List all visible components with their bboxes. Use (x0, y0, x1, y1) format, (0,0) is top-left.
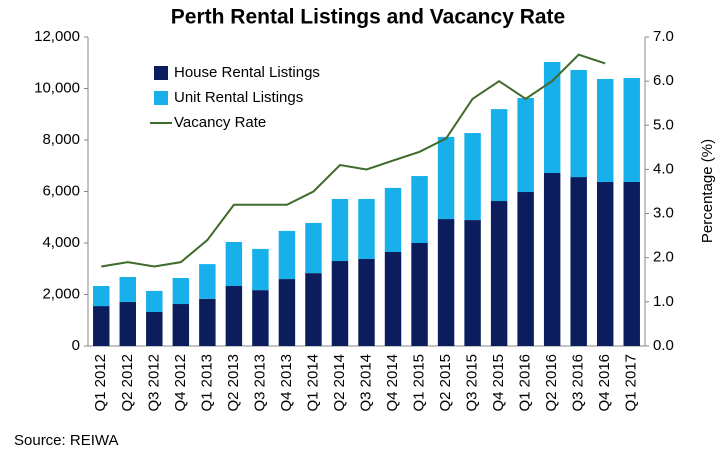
x-tick-label: Q2 2012 (119, 354, 136, 412)
bar (225, 241, 243, 287)
x-tick-label: Q1 2015 (411, 354, 428, 412)
bar (146, 312, 163, 346)
bar (331, 261, 349, 346)
bar (490, 109, 508, 202)
bar (437, 219, 455, 346)
bar (490, 201, 508, 346)
bar (384, 187, 402, 253)
bar (570, 69, 587, 178)
x-tick-label: Q2 2013 (225, 354, 242, 412)
y-tick-label: 8,000 (42, 131, 80, 148)
x-tick-label: Q3 2013 (251, 354, 268, 412)
bar (411, 176, 428, 243)
y-tick-label: 6,000 (42, 182, 80, 199)
bar (331, 198, 349, 262)
x-tick-label: Q2 2016 (543, 354, 560, 412)
chart-title: Perth Rental Listings and Vacancy Rate (171, 6, 565, 29)
bar (199, 264, 216, 299)
line (101, 53, 606, 268)
bar (93, 286, 110, 307)
bar (623, 77, 640, 182)
bar (384, 252, 402, 346)
y-tick-label: 0 (72, 337, 80, 354)
legend-label: House Rental Listings (174, 64, 320, 81)
bar (172, 278, 190, 305)
bar (517, 192, 534, 346)
x-tick-label: Q1 2017 (623, 354, 640, 412)
y2-axis-label: Percentage (%) (699, 139, 716, 243)
bar (252, 248, 269, 291)
bar (305, 273, 322, 346)
x-tick-label: Q3 2014 (357, 354, 374, 412)
x-tick-label: Q1 2012 (92, 354, 109, 412)
legend-swatch (154, 91, 168, 105)
y-tick-label: 4,000 (42, 234, 80, 251)
bar (570, 177, 587, 346)
bar (623, 181, 640, 346)
bar (278, 230, 296, 280)
bar (225, 286, 243, 346)
x-tick-label: Q2 2015 (437, 354, 454, 412)
bar (119, 276, 137, 302)
legend-swatch (154, 66, 168, 80)
bar (358, 198, 375, 259)
y2-tick-label: 4.0 (653, 160, 674, 177)
bar (93, 306, 110, 346)
bar (172, 304, 190, 346)
source: Source: REIWA (14, 432, 118, 449)
x-tick-label: Q1 2016 (517, 354, 534, 412)
x-tick-label: Q2 2014 (331, 354, 348, 412)
bar (464, 220, 481, 346)
bar (517, 98, 534, 193)
bar (252, 290, 269, 346)
y-tick-label: 10,000 (34, 79, 80, 96)
bar (543, 61, 561, 173)
y2-tick-label: 7.0 (653, 28, 674, 45)
y2-tick-label: 5.0 (653, 116, 674, 133)
bar (146, 290, 163, 313)
bar (464, 133, 481, 221)
x-tick-label: Q1 2013 (198, 354, 215, 412)
bar (596, 78, 614, 182)
y2-tick-label: 1.0 (653, 293, 674, 310)
y2-tick-label: 2.0 (653, 249, 674, 266)
x-tick-label: Q3 2016 (570, 354, 587, 412)
x-tick-label: Q4 2015 (490, 354, 507, 412)
y2-tick-label: 6.0 (653, 72, 674, 89)
legend-label: Unit Rental Listings (174, 89, 303, 106)
x-tick-label: Q4 2016 (596, 354, 613, 412)
y2-tick-label: 3.0 (653, 205, 674, 222)
bar (305, 222, 322, 274)
bar (411, 243, 428, 346)
x-tick-label: Q4 2012 (172, 354, 189, 412)
y2-tick-label: 0.0 (653, 337, 674, 354)
bar (119, 301, 137, 346)
y-tick-label: 2,000 (42, 285, 80, 302)
bar (543, 172, 561, 346)
x-tick-label: Q3 2012 (145, 354, 162, 412)
x-tick-label: Q3 2015 (464, 354, 481, 412)
bar (358, 258, 375, 346)
bar (199, 298, 216, 346)
bar (437, 136, 455, 220)
y-tick-label: 12,000 (34, 28, 80, 45)
x-tick-label: Q4 2014 (384, 354, 401, 412)
legend-label: Vacancy Rate (174, 114, 266, 131)
x-tick-label: Q4 2013 (278, 354, 295, 412)
bar (596, 181, 614, 346)
x-tick-label: Q1 2014 (304, 354, 321, 412)
bar (278, 279, 296, 346)
